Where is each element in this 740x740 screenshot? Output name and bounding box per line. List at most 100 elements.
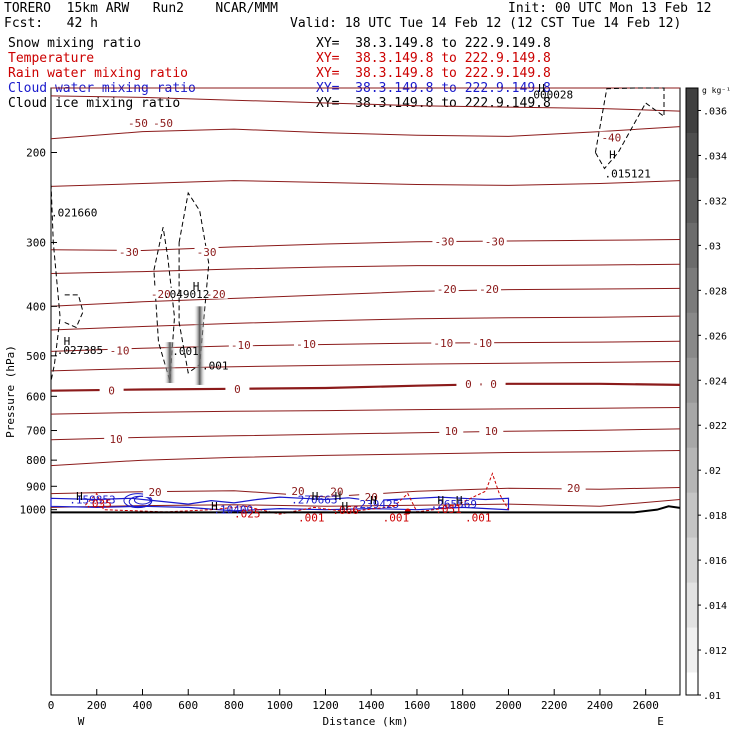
temperature-label: 10 (445, 425, 458, 438)
temp-label-bg (99, 384, 124, 396)
high-marker: H (341, 500, 348, 513)
temp-label-bg (434, 283, 459, 295)
isotherm-line (50, 340, 681, 352)
x-tick-label: 2000 (495, 699, 522, 712)
high-marker: H (335, 490, 342, 503)
valid-time: Valid: 18 UTC Tue 14 Feb 12 (12 CST Tue … (290, 16, 682, 31)
plot-frame (50, 87, 681, 696)
max-value-label: .027385 (57, 344, 103, 357)
y-tick-label: 200 (26, 147, 46, 160)
temp-label-bg (104, 432, 129, 444)
temp-label-bg (116, 245, 141, 257)
isotherm-group (50, 87, 681, 508)
high-marker: H (438, 494, 445, 507)
max-value-label: .265569 (431, 498, 477, 511)
high-marker: H (370, 494, 377, 507)
colorbar-cell (686, 627, 698, 674)
y-tick-label: 800 (26, 454, 46, 467)
colorbar-cell (686, 267, 698, 314)
colorbar-cell (686, 447, 698, 494)
cloud-ice-contour (64, 294, 84, 329)
temperature-label: 0 (108, 384, 115, 397)
max-value-label: .021660 (51, 206, 97, 219)
temp-label-bg (439, 425, 464, 437)
isotherm-line (50, 180, 681, 187)
temperature-label: -10 (110, 344, 130, 357)
temp-label-bg (470, 337, 495, 349)
temp-label-bg (324, 485, 349, 497)
temperature-label: -20 (479, 283, 499, 296)
temp-label-bg (151, 116, 176, 128)
isotherm-line (50, 287, 681, 307)
isotherm-line (50, 263, 681, 274)
cloud-water-contour (50, 496, 510, 512)
field-name-cloud-ice: Cloud ice mixing ratio (8, 96, 181, 111)
temp-label-bg (432, 235, 457, 247)
max-value-label: .001 (172, 345, 199, 358)
temperature-label: -20 (437, 283, 457, 296)
x-tick-label: 200 (87, 699, 107, 712)
temp-label-bg (286, 485, 311, 497)
colorbar-unit: g kg⁻¹ (702, 86, 731, 95)
temp-label-bg (194, 245, 219, 257)
isotherm-line (50, 95, 681, 112)
temp-label-bg (482, 235, 507, 247)
temperature-label: 10 (485, 425, 498, 438)
field-xy-rain: XY= 38.3.149.8 to 222.9.149.8 (316, 66, 551, 81)
x-tick-label: 2200 (541, 699, 568, 712)
colorbar-cell (686, 582, 698, 629)
high-marker: H (538, 82, 545, 95)
max-value-label: .001 (298, 512, 325, 525)
x-tick-label: 2600 (632, 699, 659, 712)
high-marker: H (312, 490, 319, 503)
high-marker: H (211, 500, 218, 513)
colorbar-cell (686, 177, 698, 224)
cloud-ice-contour (153, 227, 176, 382)
max-value-label: .066 (332, 504, 359, 517)
y-tick-label: 900 (26, 480, 46, 493)
temperature-label: 10 (110, 433, 123, 446)
isotherm-line (50, 239, 681, 252)
forecast-hour: Fcst: 42 h (4, 16, 98, 31)
temp-label-bg (599, 131, 624, 143)
isotherm-line (50, 428, 681, 441)
max-value-label: .015121 (605, 168, 651, 181)
temperature-label: -30 (434, 236, 454, 249)
temperature-label: -30 (197, 246, 217, 259)
colorbar-tick-label: .01 (703, 691, 721, 702)
terrain-surface (51, 505, 681, 514)
colorbar-tick-label: .028 (703, 286, 727, 297)
temperature-label: 0 (490, 378, 497, 391)
colorbar-cell (686, 402, 698, 449)
x-tick-label: 0 (48, 699, 55, 712)
temp-label-bg (431, 337, 456, 349)
temperature-label: -10 (433, 337, 453, 350)
x-tick-label: 1000 (266, 699, 293, 712)
temp-label-bg (294, 337, 319, 349)
x-axis-title: Distance (km) (322, 715, 408, 728)
field-xy-snow: XY= 38.3.149.8 to 222.9.149.8 (316, 36, 551, 51)
temperature-label: -20 (206, 288, 226, 301)
temp-label-bg (456, 377, 481, 389)
temp-label-bg (477, 283, 502, 295)
colorbar-tick-label: .018 (703, 511, 727, 522)
max-value-label: .051 (435, 503, 462, 516)
colorbar-cell (686, 357, 698, 404)
max-value-label: .035 (85, 497, 112, 510)
x-tick-label: 800 (224, 699, 244, 712)
field-name-rain: Rain water mixing ratio (8, 66, 189, 81)
endpoint-left-label: W (78, 715, 85, 728)
x-tick-label: 400 (133, 699, 153, 712)
high-marker: H (456, 494, 463, 507)
max-value-label: .270663 (291, 493, 337, 506)
max-value-label: .025 (234, 507, 261, 520)
isotherm-line (50, 450, 681, 467)
temp-label-bg (359, 490, 384, 502)
y-tick-label: 500 (26, 350, 46, 363)
temperature-label: 0 (465, 378, 472, 391)
temperature-label: -50 (153, 117, 173, 130)
temp-label-bg (479, 425, 504, 437)
temperature-label: 20 (567, 482, 580, 495)
temp-label-bg (203, 287, 228, 299)
